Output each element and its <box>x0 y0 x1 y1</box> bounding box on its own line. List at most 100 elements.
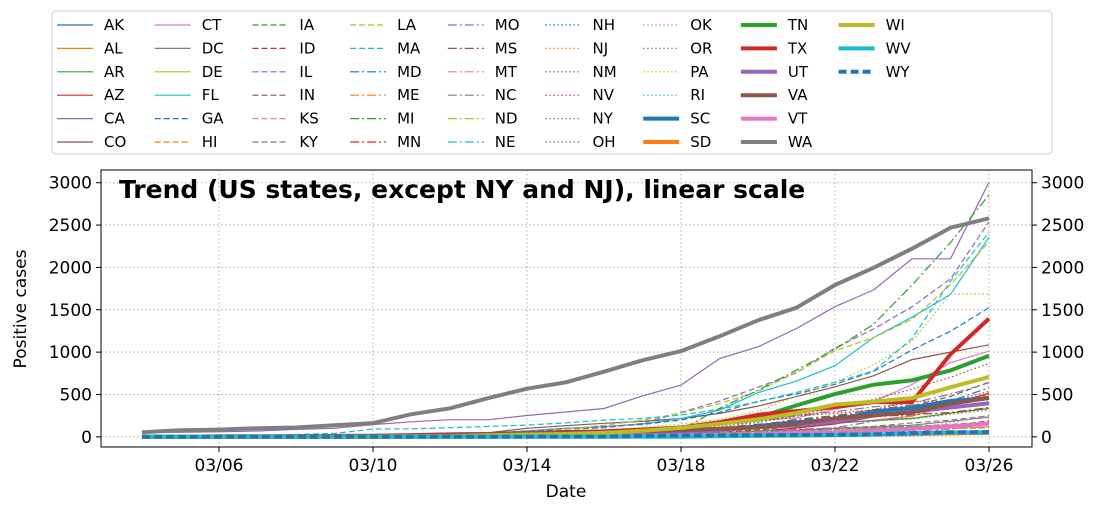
legend-label: ME <box>397 86 419 104</box>
y-tick-label-left: 2000 <box>49 258 92 278</box>
plot-area: 0 0 500 500 1000 1000 1500 1500 2000 2000 2500 2500… <box>49 169 1085 476</box>
legend-label: DE <box>202 63 223 81</box>
legend-label: WI <box>886 16 905 34</box>
legend-item-ms: MS <box>447 39 517 57</box>
series-line-ca <box>142 181 990 433</box>
legend-item-sc: SC <box>643 110 710 128</box>
series-layer <box>141 181 991 439</box>
legend-label: MI <box>397 110 414 128</box>
legend-label: LA <box>397 16 417 34</box>
legend-label: AZ <box>104 86 125 104</box>
y-tick-label-left: 3000 <box>49 174 92 194</box>
legend-item-pa: PA <box>643 63 709 81</box>
legend-label: NY <box>593 110 614 128</box>
y-tick-label-left: 1000 <box>49 343 92 363</box>
legend-item-tx: TX <box>740 39 807 57</box>
legend-item-nd: ND <box>447 110 518 128</box>
legend-item-vt: VT <box>740 110 808 128</box>
legend-item-az: AZ <box>57 86 125 104</box>
y-tick-label-right: 3000 <box>1041 174 1084 194</box>
legend-label: RI <box>690 86 705 104</box>
legend-label: GA <box>202 110 225 128</box>
legend-item-sd: SD <box>643 133 711 151</box>
legend-item-ok: OK <box>643 16 713 34</box>
legend-item-wy: WY <box>838 63 911 81</box>
legend-item-ca: CA <box>57 110 125 128</box>
legend-label: FL <box>202 86 220 104</box>
legend-label: OK <box>690 16 713 34</box>
legend-item-ks: KS <box>252 110 319 128</box>
legend-label: SC <box>690 110 710 128</box>
legend-label: IN <box>299 86 315 104</box>
x-tick-label: 03/14 <box>503 456 552 476</box>
legend-item-mi: MI <box>350 110 414 128</box>
legend-item-mo: MO <box>447 16 520 34</box>
series-line-tn <box>142 353 990 439</box>
x-tick-label: 03/18 <box>657 456 706 476</box>
legend-label: DC <box>202 39 224 57</box>
series-line-ct <box>142 350 990 438</box>
legend-item-il: IL <box>252 63 313 81</box>
ticks: 0 0 500 500 1000 1000 1500 1500 2000 2000 2500 2500… <box>49 174 1085 476</box>
legend-item-de: DE <box>154 63 223 81</box>
legend-label: NV <box>593 86 615 104</box>
legend-label: MO <box>495 16 520 34</box>
legend-item-al: AL <box>57 39 123 57</box>
legend-item-oh: OH <box>545 133 616 151</box>
legend-label: CA <box>104 110 125 128</box>
y-tick-label-left: 2500 <box>49 216 92 236</box>
legend-item-me: ME <box>350 86 420 104</box>
legend-label: WA <box>788 133 813 151</box>
legend-item-nj: NJ <box>545 39 608 57</box>
legend-item-ut: UT <box>740 63 809 81</box>
legend-item-ar: AR <box>57 63 125 81</box>
legend-item-id: ID <box>252 39 315 57</box>
legend-label: CO <box>104 133 126 151</box>
legend-label: AR <box>104 63 125 81</box>
legend-item-nh: NH <box>545 16 616 34</box>
y-tick-label-right: 500 <box>1041 385 1073 405</box>
legend-item-mn: MN <box>350 133 421 151</box>
legend-item-ne: NE <box>447 133 516 151</box>
legend-label: OH <box>593 133 616 151</box>
legend-label: MS <box>495 39 517 57</box>
legend-label: AK <box>104 16 125 34</box>
series-line-ma <box>142 231 990 438</box>
legend-label: UT <box>788 63 809 81</box>
legend-label: ND <box>495 110 518 128</box>
legend-item-ct: CT <box>154 16 222 34</box>
legend-label: IA <box>299 16 314 34</box>
legend-item-wi: WI <box>838 16 905 34</box>
x-tick-label: 03/22 <box>811 456 860 476</box>
legend-item-co: CO <box>57 133 126 151</box>
legend-item-or: OR <box>643 39 712 57</box>
legend-item-mt: MT <box>447 63 518 81</box>
legend-item-la: LA <box>350 16 417 34</box>
chart-title: Trend (US states, except NY and NJ), lin… <box>119 175 805 204</box>
legend-frame <box>51 10 1053 155</box>
legend-item-md: MD <box>350 63 422 81</box>
legend-label: SD <box>690 133 711 151</box>
y-tick-label-left: 1500 <box>49 301 92 321</box>
legend-label: ID <box>299 39 315 57</box>
legend-item-ia: IA <box>252 16 315 34</box>
y-tick-label-right: 1500 <box>1041 301 1084 321</box>
legend-item-wa: WA <box>740 133 813 151</box>
legend-item-va: VA <box>740 86 808 104</box>
legend-label: WY <box>886 63 911 81</box>
x-tick-label: 03/06 <box>195 456 244 476</box>
y-tick-label-right: 0 <box>1041 428 1052 448</box>
legend-item-nc: NC <box>447 86 517 104</box>
legend-item-nm: NM <box>545 63 617 81</box>
legend-item-ak: AK <box>57 16 125 34</box>
y-tick-label-left: 500 <box>60 385 92 405</box>
legend-label: NH <box>593 16 616 34</box>
legend-label: MN <box>397 133 421 151</box>
legend-label: MD <box>397 63 422 81</box>
legend-item-fl: FL <box>154 86 220 104</box>
series-line-wa <box>141 216 990 435</box>
legend-label: HI <box>202 133 218 151</box>
y-tick-label-right: 2500 <box>1041 216 1084 236</box>
legend-entries: AK AL AR AZ CA CO CT DC DE FL GA HI IA ID IL IN KS KY LA MA… <box>57 16 911 151</box>
